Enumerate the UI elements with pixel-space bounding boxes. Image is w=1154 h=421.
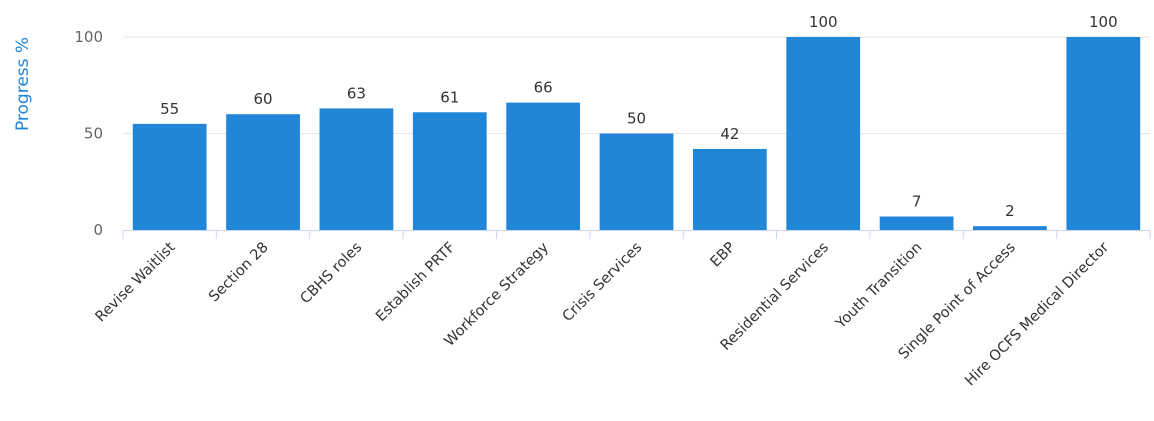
- bar: [599, 133, 674, 230]
- y-tick-label: 0: [93, 221, 103, 239]
- y-axis-ticks: 0 50 100: [74, 28, 103, 239]
- data-label: 55: [160, 100, 179, 118]
- category-label: Section 28: [206, 240, 272, 306]
- category-label: Youth Transition: [832, 240, 925, 333]
- x-axis-ticks: [122, 230, 1151, 239]
- data-label: 7: [912, 192, 922, 210]
- data-label: 66: [534, 79, 553, 97]
- category-label: EBP: [708, 239, 739, 270]
- category-label: Workforce Strategy: [442, 239, 553, 350]
- data-label: 63: [347, 84, 366, 102]
- bar: [879, 216, 954, 230]
- data-label: 100: [809, 13, 838, 31]
- category-label: Crisis Services: [560, 240, 646, 326]
- category-labels: Revise Waitlist Section 28 CBHS roles Estab…: [93, 239, 1112, 389]
- y-tick-label: 100: [74, 28, 103, 46]
- data-labels: 55 60 63 61 66 50 42 100 7 2 100: [160, 13, 1118, 220]
- y-axis-title: Progress %: [13, 37, 33, 131]
- data-label: 50: [627, 110, 646, 128]
- category-label: Establish PRTF: [373, 240, 458, 325]
- data-label: 61: [440, 88, 459, 106]
- bar: [506, 102, 581, 230]
- bar: [319, 108, 394, 230]
- data-label: 60: [253, 90, 272, 108]
- bar: [786, 37, 861, 230]
- category-label: Revise Waitlist: [93, 239, 179, 325]
- y-tick-label: 50: [84, 125, 103, 143]
- category-label: Residential Services: [718, 240, 832, 354]
- bar: [692, 148, 767, 230]
- bar: [973, 226, 1047, 230]
- bar: [1066, 37, 1141, 230]
- bar: [132, 123, 207, 230]
- data-label: 2: [1005, 202, 1015, 220]
- category-label: CBHS roles: [297, 240, 365, 308]
- bar: [412, 112, 487, 230]
- bars: [132, 37, 1141, 230]
- data-label: 42: [720, 125, 739, 143]
- bar: [226, 114, 300, 230]
- data-label: 100: [1089, 13, 1118, 31]
